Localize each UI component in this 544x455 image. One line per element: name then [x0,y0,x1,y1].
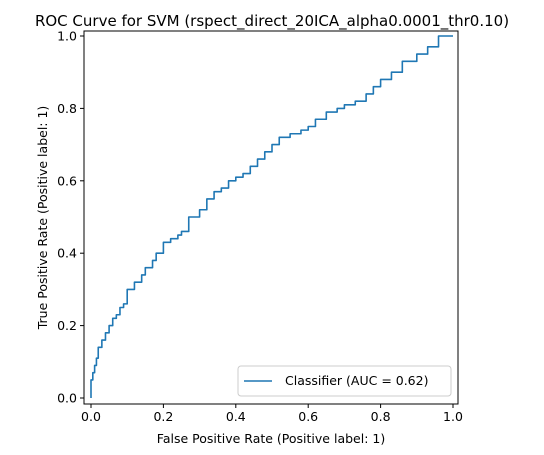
y-tick-label: 0.6 [57,173,77,188]
y-tick-label: 0.2 [57,318,77,333]
y-tick-label: 1.0 [57,29,77,44]
y-tick-label: 0.8 [57,101,77,116]
x-tick-label: 0.2 [153,409,173,424]
x-axis-label: False Positive Rate (Positive label: 1) [157,431,385,446]
legend-box [237,365,452,397]
legend: Classifier (AUC = 0.62) [237,365,452,397]
x-tick-label: 0.8 [371,409,391,424]
y-axis-label: True Positive Rate (Positive label: 1) [35,106,50,331]
axis-ticks: 0.0 0.2 0.4 0.6 0.8 1.0 0.0 0.2 0.4 0.6 0.8 1.0 [57,29,463,425]
plot-frame [83,30,459,405]
x-tick-label: 0.4 [226,409,246,424]
x-tick-label: 0.6 [298,409,318,424]
legend-label: Classifier (AUC = 0.62) [285,373,428,388]
y-tick-label: 0.0 [57,391,77,406]
roc-curve-line [90,35,453,398]
curve-layer [90,35,453,398]
chart-title: ROC Curve for SVM (rspect_direct_20ICA_a… [35,12,509,31]
x-tick-label: 0.0 [81,409,101,424]
x-tick-label: 1.0 [443,409,463,424]
y-tick-label: 0.4 [57,246,77,261]
